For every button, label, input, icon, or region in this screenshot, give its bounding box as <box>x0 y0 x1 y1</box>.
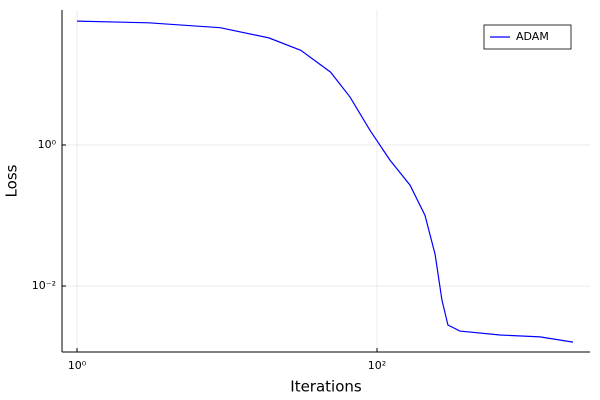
y-tick-label: 10⁻² <box>32 279 56 292</box>
line-series <box>77 20 574 343</box>
y-axis-label: Loss <box>3 164 21 197</box>
x-tick-label: 10⁰ <box>68 359 87 372</box>
legend-label: ADAM <box>516 30 549 43</box>
x-axis-label: Iterations <box>290 378 362 396</box>
x-tick-label: 10² <box>368 359 386 372</box>
y-tick-label: 10⁰ <box>38 138 57 151</box>
legend-box <box>483 24 572 50</box>
